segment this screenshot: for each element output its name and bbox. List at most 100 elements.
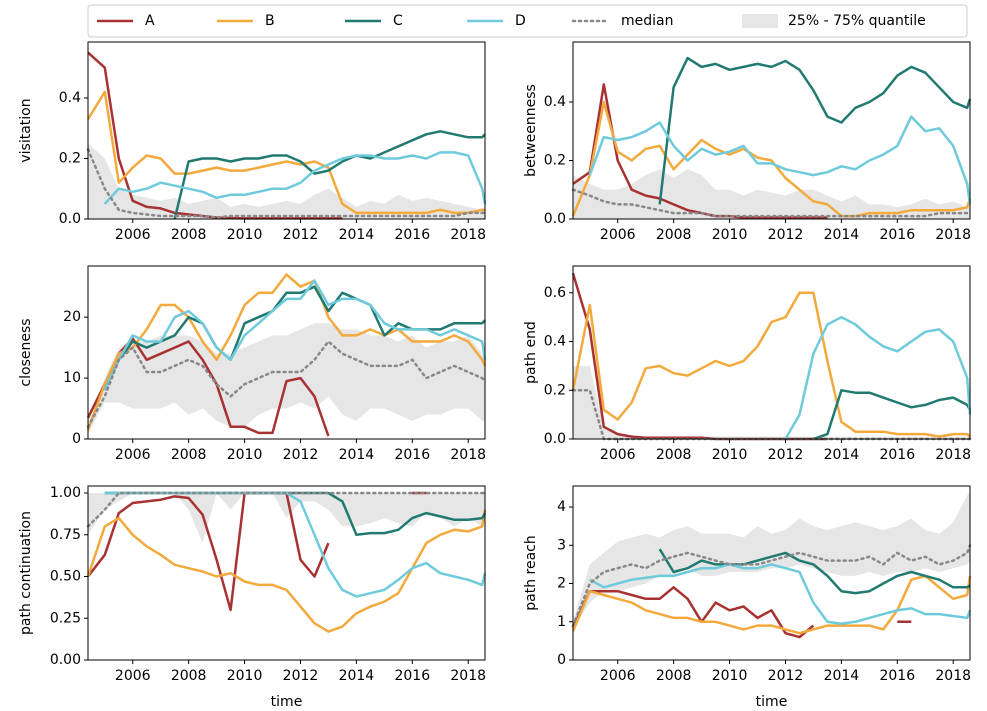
x-tick-label: 2016: [879, 668, 915, 684]
x-tick-label: 2008: [171, 447, 207, 463]
y-tick-label: 1.00: [50, 485, 81, 501]
y-tick-label: 3: [557, 537, 566, 553]
x-tick-label: 2010: [227, 668, 263, 684]
series-line: [812, 389, 972, 441]
series-line: [571, 586, 912, 639]
axes-frame: [572, 265, 971, 440]
x-tick-label: 2018: [450, 668, 486, 684]
axes-frame: [572, 485, 971, 661]
quantile-band: [88, 323, 485, 433]
y-tick-label: 0.0: [544, 431, 566, 447]
x-tick-label: 2012: [768, 668, 804, 684]
y-axis-label: path continuation: [18, 511, 34, 635]
x-tick-label: 2014: [339, 227, 375, 243]
x-tick-label: 2008: [171, 668, 207, 684]
x-tick-label: 2014: [824, 668, 860, 684]
panel: 2006 2008 2010 2012 2014 2016 2018 0.0 0.2 0.4 bet…: [523, 41, 972, 243]
y-tick-label: 0.2: [544, 152, 566, 168]
x-tick-label: 2006: [115, 668, 151, 684]
x-tick-label: 2016: [394, 227, 430, 243]
x-tick-label: 2012: [283, 668, 319, 684]
x-tick-label: 2018: [450, 227, 486, 243]
y-tick-label: 0.0: [544, 211, 566, 227]
series-line: [571, 574, 972, 635]
series-line: [86, 491, 487, 528]
series-line: [86, 340, 487, 429]
y-tick-label: 4: [557, 499, 566, 515]
y-tick-label: 0.75: [50, 527, 81, 543]
legend-label: D: [515, 13, 526, 29]
x-axis-label: time: [756, 694, 788, 710]
series-line: [173, 130, 486, 220]
x-tick-label: 2010: [712, 227, 748, 243]
x-tick-label: 2012: [768, 227, 804, 243]
quantile-band: [573, 491, 970, 630]
panel: 2006 2008 2010 2012 2014 2016 2018 0.0 0.2 0.4 vis…: [18, 41, 487, 243]
x-tick-label: 2008: [656, 447, 692, 463]
x-tick-label: 2016: [394, 668, 430, 684]
x-tick-label: 2010: [712, 447, 748, 463]
series-line: [86, 509, 487, 633]
x-tick-label: 2008: [656, 668, 692, 684]
series-line: [103, 151, 487, 205]
series-line: [571, 544, 972, 627]
x-tick-label: 2016: [879, 447, 915, 463]
y-tick-label: 1: [557, 614, 566, 630]
y-axis-label: path reach: [523, 535, 539, 611]
y-tick-label: 0.2: [544, 382, 566, 398]
series-line: [589, 563, 972, 625]
panel: 2006 2008 2010 2012 2014 2016 2018 0 10 20 closene…: [18, 265, 487, 463]
axes-frame: [87, 265, 486, 440]
x-tick-label: 2018: [935, 227, 971, 243]
legend-label: B: [265, 13, 275, 29]
y-tick-label: 0.4: [544, 94, 566, 110]
x-axis-label: time: [271, 694, 303, 710]
axes-frame: [572, 41, 971, 220]
x-tick-label: 2016: [879, 227, 915, 243]
legend-label: median: [621, 13, 673, 29]
y-tick-label: 20: [63, 309, 81, 325]
y-tick-label: 0.0: [59, 211, 81, 227]
x-tick-label: 2014: [339, 668, 375, 684]
series-line: [588, 115, 972, 205]
x-tick-label: 2018: [935, 668, 971, 684]
y-axis-label: closeness: [18, 318, 34, 386]
panel: 2006 2008 2010 2012 2014 2016 2018 0.0 0.2 0.4 0.6…: [523, 265, 972, 463]
series-line: [571, 188, 972, 218]
x-tick-label: 2014: [824, 227, 860, 243]
x-tick-label: 2006: [115, 227, 151, 243]
quantile-band: [88, 493, 485, 544]
y-tick-label: 0.25: [50, 610, 81, 626]
y-tick-label: 2: [557, 576, 566, 592]
series-line: [571, 100, 972, 218]
y-tick-label: 0.50: [50, 569, 81, 585]
y-tick-label: 0.4: [59, 90, 81, 106]
series-line: [86, 148, 487, 219]
legend-swatch: [742, 14, 778, 28]
series-line: [86, 90, 485, 215]
series-line: [86, 273, 487, 431]
series-line: [784, 315, 972, 440]
legend-frame: [87, 4, 968, 38]
axes-frame: [87, 41, 486, 220]
y-tick-label: 0.4: [544, 334, 566, 350]
y-tick-label: 0.6: [544, 285, 566, 301]
x-tick-label: 2006: [115, 447, 151, 463]
x-tick-label: 2014: [339, 447, 375, 463]
x-tick-label: 2012: [283, 227, 319, 243]
y-tick-label: 0.2: [59, 150, 81, 166]
panel: 2006 2008 2010 2012 2014 2016 2018 0 1 2 3 4 path re…: [523, 485, 972, 710]
y-tick-label: 10: [63, 370, 81, 386]
series-line: [658, 548, 971, 595]
x-tick-label: 2018: [450, 447, 486, 463]
y-axis-label: path end: [523, 321, 539, 384]
legend-label: A: [145, 13, 155, 29]
axes-frame: [87, 485, 486, 661]
series-line: [571, 291, 971, 438]
x-tick-label: 2008: [171, 227, 207, 243]
x-tick-label: 2010: [227, 447, 263, 463]
quantile-band: [573, 169, 970, 219]
series-line: [103, 279, 487, 391]
